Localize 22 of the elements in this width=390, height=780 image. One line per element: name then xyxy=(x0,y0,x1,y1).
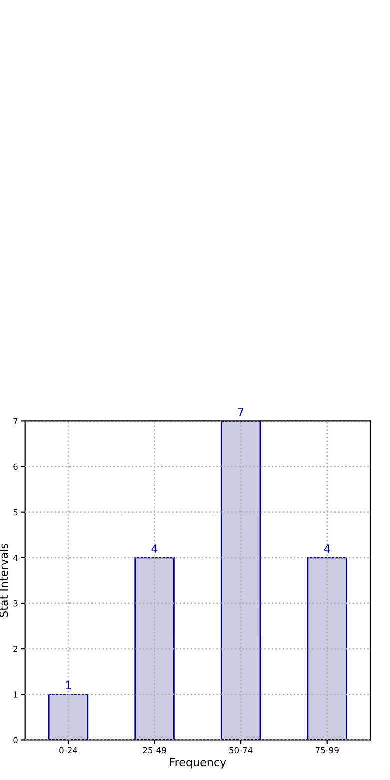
bar xyxy=(48,694,89,740)
y-tick-label: 1 xyxy=(14,692,18,698)
data-label: 7 xyxy=(238,408,244,416)
data-label: 4 xyxy=(324,544,330,553)
y-tick-label: 3 xyxy=(14,600,18,607)
y-tick-label: 2 xyxy=(14,646,18,652)
bar xyxy=(220,421,262,740)
y-tick-label: 7 xyxy=(14,418,18,424)
data-label: 1 xyxy=(66,681,71,690)
bar xyxy=(307,557,348,740)
x-tick-label: 50-74 xyxy=(230,747,253,754)
y-tick-label: 0 xyxy=(14,737,18,744)
x-tick-label: 75-99 xyxy=(316,747,339,754)
data-label: 4 xyxy=(152,544,158,553)
bar xyxy=(134,557,175,740)
y-tick-label: 4 xyxy=(14,555,18,562)
y-tick-label: 5 xyxy=(14,509,18,516)
x-tick-label: 0-24 xyxy=(60,747,78,754)
y-axis-title: Stat Intervals xyxy=(0,544,8,618)
y-tick-label: 6 xyxy=(14,464,18,470)
x-axis-title: Frequency xyxy=(170,758,226,769)
x-tick-label: 25-49 xyxy=(143,747,166,754)
